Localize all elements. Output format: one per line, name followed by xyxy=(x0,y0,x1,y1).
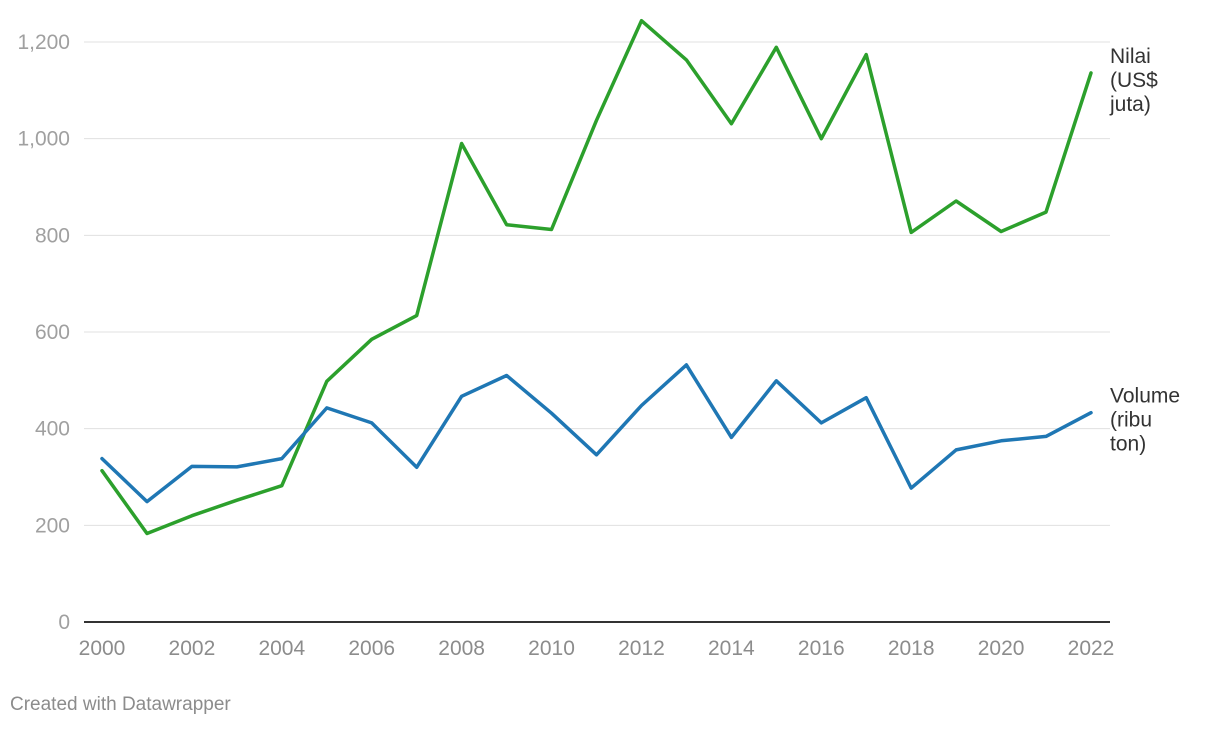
series-labels: Nilai (US$ juta) Volume (ribu ton) xyxy=(1109,45,1180,456)
series-line-0 xyxy=(100,18,1093,536)
x-axis-ticks: 2000 2002 2004 2006 2008 2010 2012 2014 2016 2018… xyxy=(79,637,1115,660)
y-tick-label: 0 xyxy=(58,611,70,634)
x-tick-label: 2008 xyxy=(438,637,485,660)
y-tick-label: 800 xyxy=(35,224,70,247)
x-tick-label: 2012 xyxy=(618,637,665,660)
x-tick-label: 2000 xyxy=(79,637,126,660)
series-label-0: Nilai (US$ juta) xyxy=(1109,45,1158,116)
x-tick-label: 2020 xyxy=(978,637,1025,660)
y-tick-label: 1,000 xyxy=(17,128,70,151)
x-tick-label: 2016 xyxy=(798,637,845,660)
y-tick-label: 200 xyxy=(35,514,70,537)
x-tick-label: 2018 xyxy=(888,637,935,660)
x-tick-label: 2002 xyxy=(169,637,216,660)
y-axis-ticks: 0 200 400 600 800 1,000 1,200 xyxy=(17,31,70,634)
y-tick-label: 1,200 xyxy=(17,31,70,54)
series-label-1: Volume (ribu ton) xyxy=(1110,385,1180,456)
datawrapper-credit: Created with Datawrapper xyxy=(10,694,231,715)
series-line-1 xyxy=(100,363,1093,504)
series-lines xyxy=(100,18,1093,536)
x-tick-label: 2010 xyxy=(528,637,575,660)
x-tick-label: 2022 xyxy=(1068,637,1115,660)
x-tick-label: 2006 xyxy=(348,637,395,660)
x-tick-label: 2014 xyxy=(708,637,755,660)
gridlines xyxy=(84,41,1110,526)
y-tick-label: 400 xyxy=(35,418,70,441)
y-tick-label: 600 xyxy=(35,321,70,344)
x-tick-label: 2004 xyxy=(258,637,305,660)
